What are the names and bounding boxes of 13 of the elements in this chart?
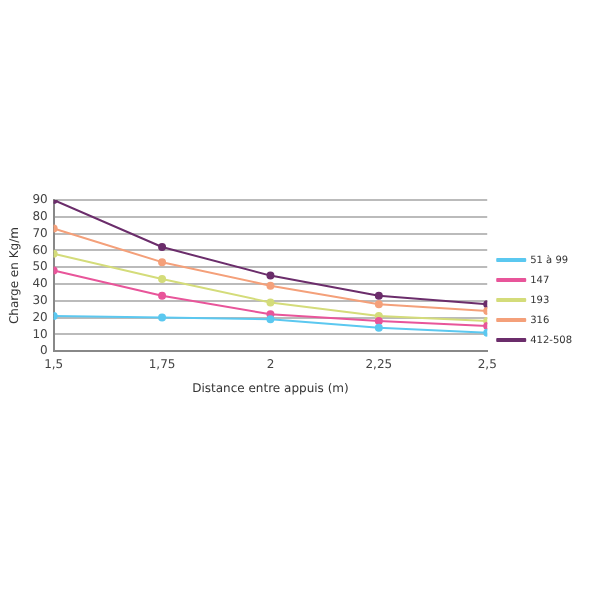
point — [158, 313, 167, 322]
point — [374, 323, 383, 332]
point — [266, 298, 275, 307]
point — [158, 291, 167, 300]
point — [374, 291, 383, 300]
point — [158, 243, 167, 252]
point — [374, 300, 383, 309]
point — [266, 281, 275, 290]
point — [158, 274, 167, 283]
point — [266, 271, 275, 280]
point — [374, 316, 383, 325]
point — [266, 315, 275, 324]
point — [158, 258, 167, 267]
